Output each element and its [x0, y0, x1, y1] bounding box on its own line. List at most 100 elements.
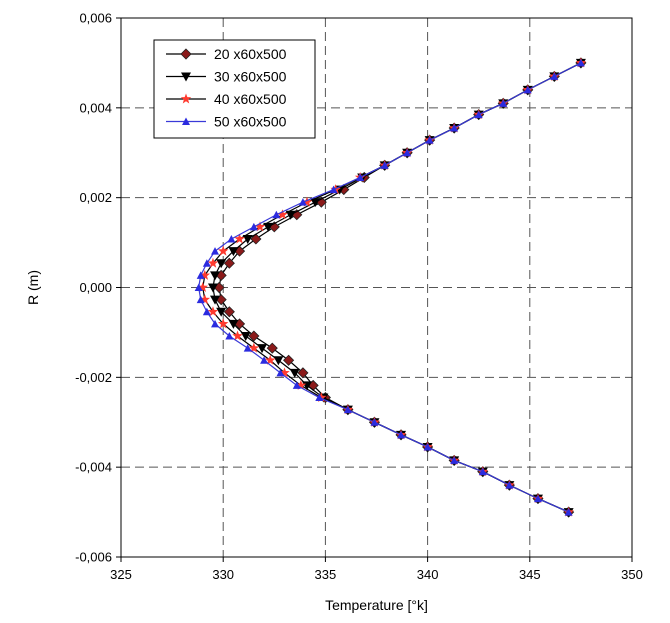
data-point — [310, 198, 321, 208]
data-point — [202, 307, 211, 316]
data-point — [283, 354, 295, 366]
y-tick-label: 0,006 — [79, 11, 112, 26]
data-point — [243, 344, 252, 352]
data-point — [223, 257, 235, 269]
legend-marker — [180, 48, 192, 60]
data-point — [242, 234, 253, 244]
data-point — [225, 332, 234, 340]
data-point — [232, 330, 243, 341]
data-point — [217, 318, 229, 329]
legend-marker — [181, 72, 191, 82]
x-axis-ticks: 325 330 335 340 345 350 — [110, 557, 643, 582]
data-point — [403, 148, 412, 157]
x-tick-label: 335 — [315, 567, 337, 582]
legend-item: 30 x60x500 — [166, 69, 287, 85]
data-point — [297, 367, 309, 379]
data-point — [550, 72, 559, 80]
legend-item: 40 x60x500 — [166, 91, 287, 107]
data-point — [197, 282, 208, 292]
y-tick-label: 0,002 — [79, 190, 112, 205]
data-point — [370, 418, 379, 426]
data-point — [240, 332, 251, 342]
data-point — [523, 85, 532, 94]
data-point — [474, 110, 483, 119]
y-tick-label: 0,004 — [79, 100, 112, 115]
data-point — [273, 356, 284, 366]
x-tick-label: 325 — [110, 567, 132, 582]
data-point — [196, 271, 205, 279]
data-point — [450, 456, 459, 464]
data-point — [423, 442, 432, 451]
data-point — [211, 319, 220, 328]
data-point — [223, 306, 235, 318]
data-point — [425, 136, 434, 144]
data-point — [285, 210, 296, 220]
data-point — [257, 344, 268, 354]
x-tick-label: 345 — [519, 567, 541, 582]
data-point — [277, 209, 288, 220]
y-axis-ticks: -0,006 -0,004 -0,002 0,000 0,002 0,004 0,006 — [75, 11, 121, 565]
data-point — [266, 342, 278, 354]
data-point — [194, 283, 203, 291]
data-point — [216, 307, 227, 317]
data-point — [564, 508, 573, 516]
data-point — [295, 379, 307, 390]
data-point — [450, 124, 459, 132]
legend-label: 20 x60x500 — [214, 46, 287, 62]
legend: 20 x60x500 30 x60x500 40 x60x500 50 x60x500 — [153, 39, 316, 139]
data-point — [196, 295, 205, 304]
data-point — [216, 259, 227, 269]
legend-item: 20 x60x500 — [166, 46, 287, 62]
data-point — [576, 58, 585, 67]
legend-marker — [180, 93, 192, 104]
data-point — [228, 247, 239, 257]
data-point — [272, 210, 281, 219]
y-axis-title: R (m) — [25, 270, 41, 305]
x-axis-title: Temperature [°k] — [325, 597, 428, 613]
x-tick-label: 340 — [417, 567, 439, 582]
data-point — [228, 319, 239, 329]
y-tick-label: -0,004 — [75, 460, 112, 475]
data-point — [329, 185, 338, 194]
data-point — [227, 234, 236, 243]
data-point — [316, 392, 327, 402]
data-point — [217, 245, 229, 256]
data-point — [260, 356, 269, 364]
y-tick-label: 0,000 — [79, 280, 112, 295]
data-point — [397, 430, 406, 439]
y-tick-label: -0,002 — [75, 370, 112, 385]
data-point — [254, 221, 266, 232]
legend-label: 50 x60x500 — [214, 114, 287, 130]
data-point — [210, 271, 221, 281]
data-point — [211, 247, 220, 255]
y-tick-label: -0,006 — [75, 550, 112, 565]
grid — [121, 18, 632, 557]
data-point — [264, 354, 276, 365]
data-point — [263, 222, 274, 232]
data-point — [298, 198, 307, 206]
data-point — [505, 481, 514, 489]
data-point — [199, 269, 211, 280]
legend-label: 30 x60x500 — [214, 69, 287, 85]
data-point — [343, 405, 352, 414]
data-point — [207, 306, 219, 317]
data-point — [276, 368, 285, 377]
data-point — [289, 368, 300, 378]
series-4 — [194, 58, 585, 516]
data-point — [199, 294, 211, 305]
data-point — [292, 381, 301, 389]
x-tick-label: 350 — [621, 567, 643, 582]
data-point — [315, 393, 324, 402]
data-point — [234, 233, 245, 244]
data-point — [207, 257, 219, 268]
data-point — [478, 467, 487, 476]
data-point — [250, 233, 262, 245]
data-point — [380, 161, 389, 169]
data-point — [207, 283, 218, 293]
series-layer — [194, 57, 587, 518]
data-point — [301, 196, 313, 207]
data-point — [248, 330, 260, 342]
data-point — [202, 259, 211, 267]
